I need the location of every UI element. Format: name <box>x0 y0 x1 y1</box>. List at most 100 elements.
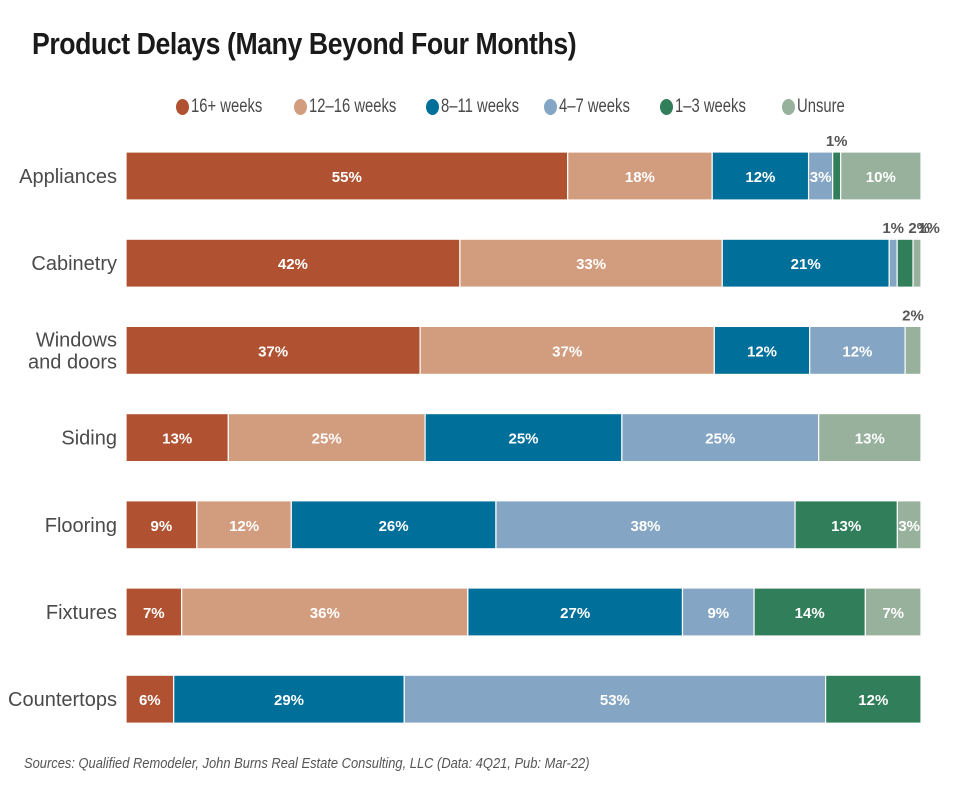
bar-segment <box>125 587 183 637</box>
data-label: 21% <box>791 256 821 273</box>
data-label: 13% <box>855 431 885 448</box>
bar-segment <box>809 325 906 375</box>
legend-label: 1–3 weeks <box>675 96 746 117</box>
bar-row: Appliances 55% 18% 12% 3% 10% 1% <box>19 133 922 201</box>
data-label: 27% <box>560 605 590 622</box>
data-label: 6% <box>139 692 161 709</box>
category-label: Siding <box>61 428 117 450</box>
bar-segment <box>896 238 914 288</box>
data-label: 10% <box>866 169 896 186</box>
data-label: 42% <box>278 256 308 273</box>
category-label: Windows and doors <box>28 329 117 373</box>
bar-segment <box>227 413 426 463</box>
legend: 16+ weeks 12–16 weeks 8–11 weeks 4–7 weeks 1… <box>0 94 970 120</box>
bar-segment <box>290 500 497 550</box>
bar-segment <box>753 587 866 637</box>
legend-item: 1–3 weeks <box>660 94 766 120</box>
data-label: 36% <box>310 605 340 622</box>
data-label: 25% <box>705 431 735 448</box>
data-label: 9% <box>151 518 173 535</box>
bar-segment <box>824 674 922 724</box>
data-label: 9% <box>707 605 729 622</box>
data-label: 3% <box>810 169 832 186</box>
bar-segment <box>419 325 715 375</box>
legend-swatch <box>660 99 673 115</box>
bar-row: Flooring 9% 12% 26% 38% 13% 3% <box>45 500 922 550</box>
bar-segment <box>713 325 811 375</box>
data-label: 2% <box>908 220 930 237</box>
legend-item: 16+ weeks <box>176 94 282 120</box>
bar-segment <box>818 413 922 463</box>
data-label: 38% <box>630 518 660 535</box>
legend-swatch <box>176 99 189 115</box>
bar-segment <box>807 151 834 201</box>
legend-label: 8–11 weeks <box>441 96 519 117</box>
category-label: Countertops <box>8 689 117 711</box>
data-label: 3% <box>898 518 920 535</box>
bar-segment <box>832 151 842 201</box>
data-label: 7% <box>143 605 165 622</box>
bar-segment <box>196 500 292 550</box>
bar-segment <box>896 500 922 550</box>
data-label: 1% <box>826 133 848 150</box>
bar-segment <box>125 500 198 550</box>
bar-segment <box>621 413 820 463</box>
bar-segment <box>125 325 421 375</box>
bar-row: Cabinetry 42% 33% 21% 1% 2%1% <box>31 220 940 288</box>
legend-label: 12–16 weeks <box>309 96 397 117</box>
data-label: 13% <box>831 518 861 535</box>
data-label: 26% <box>379 518 409 535</box>
bar-segment <box>495 500 796 550</box>
data-label: 7% <box>882 605 904 622</box>
data-label: 25% <box>312 431 342 448</box>
legend-item: 8–11 weeks <box>426 94 541 120</box>
legend-label: 16+ weeks <box>191 96 263 117</box>
data-label: 25% <box>508 431 538 448</box>
bar-segment <box>711 151 810 201</box>
bar-segment <box>840 151 922 201</box>
legend-label: 4–7 weeks <box>559 96 630 117</box>
legend-item: 4–7 weeks <box>544 94 650 120</box>
data-label: 12% <box>747 343 777 360</box>
bar-row: Siding 13% 25% 25% 25% 13% <box>61 413 922 463</box>
bar-segment <box>912 238 922 288</box>
bar-segment <box>681 587 755 637</box>
legend-swatch <box>782 99 795 115</box>
bar-segment <box>125 238 461 288</box>
bar-segment <box>125 151 569 201</box>
bar-segment <box>467 587 684 637</box>
data-label: 13% <box>162 431 192 448</box>
data-label: 12% <box>842 343 872 360</box>
bar-row: Fixtures 7% 36% 27% 9% 14% 7% <box>46 587 922 637</box>
bar-segment <box>721 238 890 288</box>
bar-segment <box>904 325 922 375</box>
bar-segment <box>888 238 898 288</box>
data-label: 12% <box>745 169 775 186</box>
bar-segment <box>173 674 405 724</box>
legend-swatch <box>294 99 307 115</box>
bar-segment <box>403 674 827 724</box>
data-label: 37% <box>552 343 582 360</box>
category-label: Flooring <box>45 515 117 537</box>
bar-segment <box>864 587 922 637</box>
legend-item: Unsure <box>782 94 858 120</box>
data-label: 1% <box>918 220 940 237</box>
data-label: 37% <box>258 343 288 360</box>
legend-swatch <box>426 99 439 115</box>
data-label: 2% <box>902 307 924 324</box>
legend-item: 12–16 weeks <box>294 94 421 120</box>
data-label: 29% <box>274 692 304 709</box>
data-label: 53% <box>600 692 630 709</box>
category-label: Appliances <box>19 166 117 188</box>
data-label: 18% <box>625 169 655 186</box>
data-label: 12% <box>858 692 888 709</box>
data-label: 14% <box>795 605 825 622</box>
category-label: Cabinetry <box>31 253 117 275</box>
chart-title: Product Delays (Many Beyond Four Months) <box>32 26 577 61</box>
bar-segment <box>424 413 623 463</box>
bar-row: Windows and doors 37% 37% 12% 12% 2% <box>28 307 924 375</box>
legend-swatch <box>544 99 557 115</box>
data-label: 12% <box>229 518 259 535</box>
data-label: 33% <box>576 256 606 273</box>
bar-segment <box>125 413 229 463</box>
